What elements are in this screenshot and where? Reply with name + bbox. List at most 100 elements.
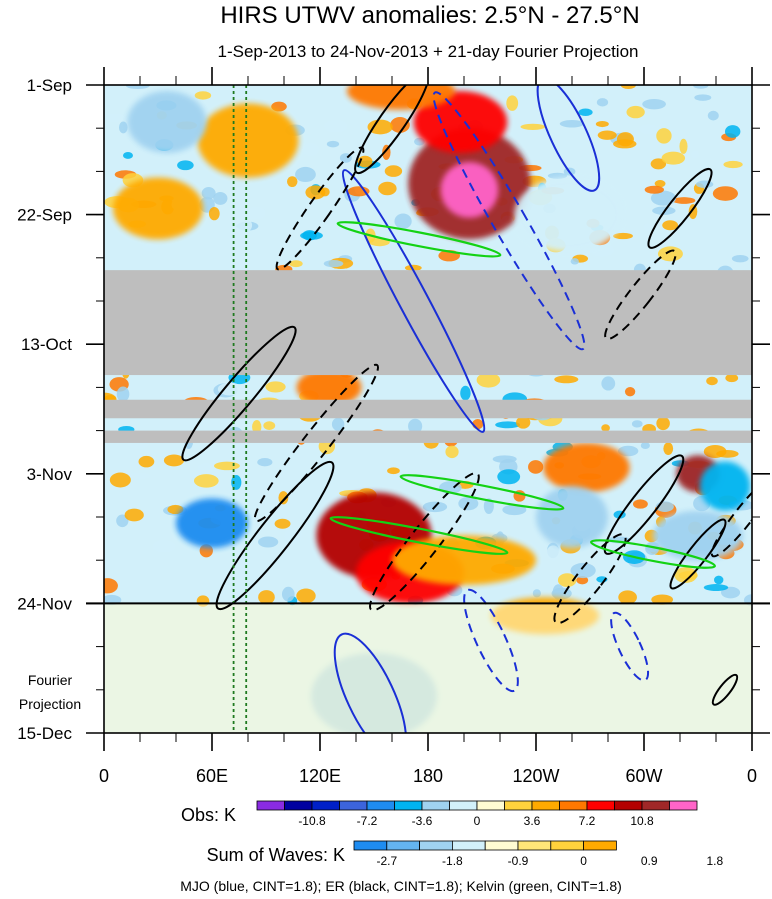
anomaly-speckle xyxy=(476,372,501,388)
colorbar-level-label: -2.7 xyxy=(376,854,397,868)
anomaly-speckle xyxy=(651,594,674,605)
colorbar-level-label: 0.9 xyxy=(641,854,658,868)
y-tick-label: 22-Sep xyxy=(17,206,72,225)
anomaly-speckle xyxy=(595,120,609,128)
anomaly-speckle xyxy=(129,472,151,480)
anomaly-speckle xyxy=(601,376,616,391)
anomaly-speckle xyxy=(559,120,585,128)
colorbar-box xyxy=(394,800,423,811)
colorbar-box xyxy=(586,800,615,811)
anomaly-speckle xyxy=(617,445,639,457)
missing-data-band xyxy=(104,270,752,376)
colorbar-box xyxy=(311,800,340,811)
anomaly-speckle xyxy=(104,85,112,93)
anomaly-speckle xyxy=(696,180,714,189)
anomaly-speckle xyxy=(258,536,279,548)
anomaly-speckle xyxy=(662,220,679,231)
anomaly-blob xyxy=(176,498,248,548)
anomaly-speckle xyxy=(109,472,131,488)
anomaly-speckle xyxy=(116,514,129,528)
anomaly-speckle xyxy=(552,584,564,600)
anomaly-blob xyxy=(113,177,203,240)
projection-label-line1: Fourier xyxy=(28,672,73,688)
anomaly-speckle xyxy=(725,373,739,383)
anomaly-speckle xyxy=(104,113,125,123)
anomaly-blob xyxy=(699,461,751,511)
missing-data-band xyxy=(104,399,752,419)
anomaly-speckle xyxy=(502,504,527,516)
anomaly-speckle xyxy=(672,197,696,204)
colorbar-box xyxy=(583,840,617,851)
colorbar-box xyxy=(614,800,643,811)
anomaly-speckle xyxy=(193,474,219,488)
anomaly-speckle xyxy=(642,98,666,110)
anomaly-speckle xyxy=(214,461,240,471)
anomaly-speckle xyxy=(208,206,220,221)
anomaly-speckle xyxy=(613,232,633,240)
colorbar-box xyxy=(531,800,560,811)
anomaly-speckle xyxy=(574,88,594,104)
anomaly-speckle xyxy=(712,186,738,201)
anomaly-speckle xyxy=(152,539,176,553)
anomaly-speckle xyxy=(707,110,719,121)
anomaly-speckle xyxy=(489,85,512,94)
anomaly-speckle xyxy=(654,180,666,188)
anomaly-speckle xyxy=(620,85,637,90)
wave-contour-mjo xyxy=(432,91,586,351)
wave-contour-er xyxy=(553,533,627,625)
anomaly-blob xyxy=(440,162,499,218)
anomaly-speckle xyxy=(271,101,287,112)
anomaly-blob xyxy=(536,486,608,548)
colorbar-box xyxy=(669,800,698,811)
anomaly-speckle xyxy=(570,562,596,579)
anomaly-speckle xyxy=(257,458,273,467)
anomaly-speckle xyxy=(639,124,659,135)
anomaly-speckle xyxy=(656,128,672,144)
anomaly-speckle xyxy=(576,575,589,585)
anomaly-blob xyxy=(543,442,630,493)
anomaly-speckle xyxy=(650,158,667,170)
anomaly-speckle xyxy=(390,117,410,133)
colorbar-level-label: 7.2 xyxy=(579,814,596,828)
anomaly-blob xyxy=(347,85,455,110)
colorbar-level-label: -1.8 xyxy=(442,854,463,868)
anomaly-speckle xyxy=(104,555,110,569)
anomaly-speckle xyxy=(331,417,345,431)
anomaly-speckle xyxy=(281,586,295,602)
anomaly-speckle xyxy=(495,421,521,429)
missing-data-band xyxy=(104,430,752,443)
anomaly-speckle xyxy=(650,190,677,206)
anomaly-speckle xyxy=(125,85,150,90)
anomaly-speckle xyxy=(124,508,144,522)
anomaly-speckle xyxy=(644,185,665,194)
y-axis-labels: 1-Sep 22-Sep 13-Oct 3-Nov 24-Nov 15-Dec xyxy=(17,76,72,743)
x-tick-label: 120W xyxy=(512,766,559,786)
anomaly-speckle xyxy=(691,150,700,159)
anomaly-speckle xyxy=(177,160,194,171)
wave-contour-mjo xyxy=(463,588,519,693)
colorbar-level-label: 0 xyxy=(474,814,481,828)
anomaly-speckle xyxy=(723,160,743,169)
wave-contour-er xyxy=(711,673,739,706)
anomaly-speckle xyxy=(714,575,724,585)
waves-colorbar-label: Sum of Waves: K xyxy=(207,845,345,865)
anomaly-blob xyxy=(413,91,508,153)
obs-colorbar-label: Obs: K xyxy=(181,805,236,825)
anomaly-speckle xyxy=(631,420,643,428)
wave-contour-er xyxy=(647,167,713,249)
anomaly-speckle xyxy=(252,420,262,434)
x-tick-label: 0 xyxy=(747,766,757,786)
anomaly-speckle xyxy=(116,386,130,402)
anomaly-speckle xyxy=(706,376,718,386)
anomaly-speckle xyxy=(384,165,403,177)
obs-colorbar: -10.8 -7.2 -3.6 0 3.6 7.2 10.8 xyxy=(256,800,698,828)
anomaly-speckle xyxy=(263,421,276,430)
anomaly-speckle xyxy=(618,590,637,605)
wave-contour-er xyxy=(181,325,297,462)
colorbar-level-label: 10.8 xyxy=(630,814,654,828)
anomaly-speckle xyxy=(663,442,674,456)
anomaly-speckle xyxy=(278,491,289,505)
anomaly-speckle xyxy=(731,254,749,263)
anomaly-speckle xyxy=(483,498,494,514)
